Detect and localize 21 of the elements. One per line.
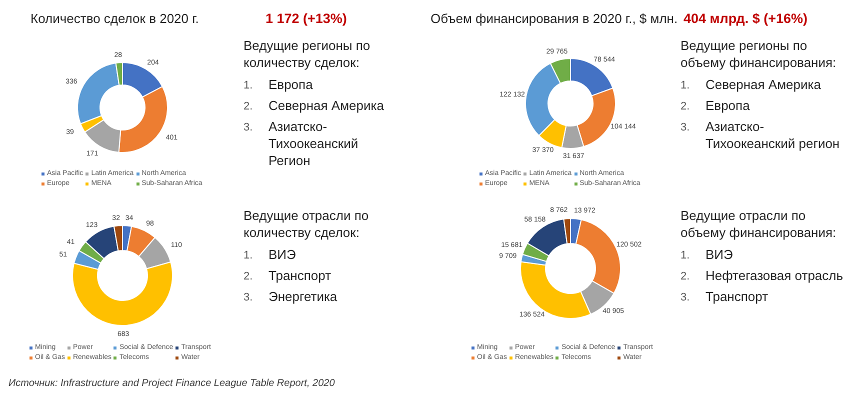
text: 3. Азиатско-Тихоокеанский Регион (244, 119, 358, 168)
chart-title: Объем финансирования в 2020 г., $ млн. (430, 11, 678, 26)
text: 1. Северная Америка (680, 77, 821, 92)
text: 1. ВИЭ (680, 247, 733, 262)
text: 1. Европа (244, 77, 313, 92)
text: 404 млрд. $ (+16%) (684, 11, 808, 26)
text: 2. Нефтегазовая отрасль (680, 268, 844, 283)
text: 2. Европа (680, 98, 750, 113)
text: 2. Северная Америка (244, 98, 384, 113)
text: Ведущие отрасли по объему финансирования: (680, 208, 836, 240)
text: 1. ВИЭ (244, 247, 296, 262)
text: 3. Транспорт (680, 289, 768, 304)
text: 3. Азиатско-Тихоокеанский регион (680, 119, 840, 151)
text: Источник: Infrastructure and Project Finance League Table Report, 2020 (8, 378, 336, 389)
text: Ведущие отрасли по количеству сделок: (244, 208, 369, 240)
text: 3. Энергетика (244, 289, 338, 304)
text: Ведущие регионы по объему финансирования: (680, 38, 836, 70)
text: Ведущие регионы по количеству сделок: (244, 38, 370, 70)
text: 2. Транспорт (244, 268, 332, 283)
chart-title: Количество сделок в 2020 г. (30, 11, 199, 26)
text: 1 172 (+13%) (266, 11, 347, 26)
